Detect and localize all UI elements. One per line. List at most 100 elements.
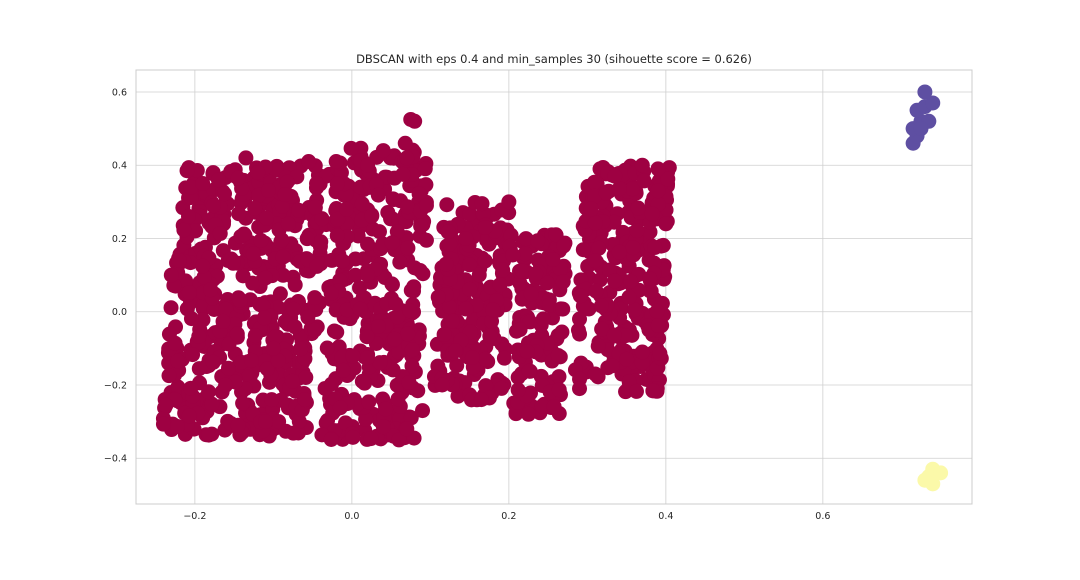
data-point bbox=[179, 163, 195, 179]
data-point bbox=[390, 309, 406, 325]
data-point bbox=[572, 381, 588, 397]
data-point bbox=[170, 418, 186, 434]
data-point bbox=[399, 199, 415, 215]
data-point bbox=[231, 206, 247, 222]
data-point bbox=[188, 223, 204, 239]
data-point bbox=[232, 292, 248, 308]
data-point bbox=[384, 277, 400, 293]
data-point bbox=[556, 238, 572, 254]
data-point bbox=[495, 262, 511, 278]
data-point bbox=[185, 347, 201, 363]
data-point bbox=[590, 338, 606, 354]
data-point bbox=[449, 358, 465, 374]
data-point bbox=[287, 319, 303, 335]
data-point bbox=[210, 172, 226, 188]
data-point bbox=[548, 227, 564, 243]
data-point bbox=[215, 313, 231, 329]
data-point bbox=[271, 414, 287, 430]
data-point bbox=[220, 360, 236, 376]
data-point bbox=[521, 363, 537, 379]
data-point bbox=[636, 173, 652, 189]
data-point bbox=[247, 200, 263, 216]
data-point bbox=[195, 258, 211, 274]
data-point bbox=[309, 258, 325, 274]
data-point bbox=[530, 233, 546, 249]
data-point bbox=[551, 382, 567, 398]
data-point bbox=[534, 398, 550, 414]
data-point bbox=[329, 176, 345, 192]
data-point bbox=[588, 283, 604, 299]
data-point bbox=[587, 215, 603, 231]
data-point bbox=[650, 318, 666, 334]
data-point bbox=[520, 406, 536, 422]
data-point bbox=[299, 231, 315, 247]
data-point bbox=[212, 226, 228, 242]
data-points bbox=[155, 84, 949, 492]
data-point bbox=[390, 391, 406, 407]
data-point bbox=[163, 300, 179, 316]
data-point bbox=[402, 303, 418, 319]
data-point bbox=[309, 176, 325, 192]
data-point bbox=[572, 288, 588, 304]
x-tick-label: −0.2 bbox=[183, 511, 206, 522]
data-point bbox=[328, 154, 344, 170]
data-point bbox=[372, 355, 388, 371]
chart-title: DBSCAN with eps 0.4 and min_samples 30 (… bbox=[356, 52, 752, 66]
data-point bbox=[307, 290, 323, 306]
data-point bbox=[384, 235, 400, 251]
data-point bbox=[297, 392, 313, 408]
data-point bbox=[477, 219, 493, 235]
data-point bbox=[307, 322, 323, 338]
data-point bbox=[484, 313, 500, 329]
data-point bbox=[284, 373, 300, 389]
data-point bbox=[606, 327, 622, 343]
data-point bbox=[245, 246, 261, 262]
data-point bbox=[604, 358, 620, 374]
data-point bbox=[474, 196, 490, 212]
data-point bbox=[319, 340, 335, 356]
data-point bbox=[658, 216, 674, 232]
data-point bbox=[183, 179, 199, 195]
data-point bbox=[647, 240, 663, 256]
data-point bbox=[238, 150, 254, 166]
data-point bbox=[649, 303, 665, 319]
data-point bbox=[496, 350, 512, 366]
data-point bbox=[161, 368, 177, 384]
data-point bbox=[913, 121, 929, 137]
data-point bbox=[611, 244, 627, 260]
data-point bbox=[343, 140, 359, 156]
data-point bbox=[274, 198, 290, 214]
data-point bbox=[287, 277, 303, 293]
data-point bbox=[436, 326, 452, 342]
data-point bbox=[181, 285, 197, 301]
data-point bbox=[225, 255, 241, 271]
data-point bbox=[462, 206, 478, 222]
data-point bbox=[183, 380, 199, 396]
data-point bbox=[642, 271, 658, 287]
data-point bbox=[430, 289, 446, 305]
data-point bbox=[625, 181, 641, 197]
data-point bbox=[155, 416, 171, 432]
data-point bbox=[619, 351, 635, 367]
data-point bbox=[230, 170, 246, 186]
data-point bbox=[334, 349, 350, 365]
data-point bbox=[583, 201, 599, 217]
data-point bbox=[917, 84, 933, 100]
data-point bbox=[170, 353, 186, 369]
data-point bbox=[201, 427, 217, 443]
data-point bbox=[330, 211, 346, 227]
data-point bbox=[628, 383, 644, 399]
data-point bbox=[592, 272, 608, 288]
data-point bbox=[660, 171, 676, 187]
y-tick-label: 0.2 bbox=[112, 234, 127, 245]
data-point bbox=[364, 208, 380, 224]
data-point bbox=[440, 224, 456, 240]
data-point bbox=[587, 253, 603, 269]
data-point bbox=[441, 299, 457, 315]
data-point bbox=[464, 350, 480, 366]
data-point bbox=[417, 161, 433, 177]
data-point bbox=[250, 165, 266, 181]
data-point bbox=[462, 281, 478, 297]
data-point bbox=[925, 95, 941, 111]
x-tick-label: 0.2 bbox=[501, 511, 516, 522]
